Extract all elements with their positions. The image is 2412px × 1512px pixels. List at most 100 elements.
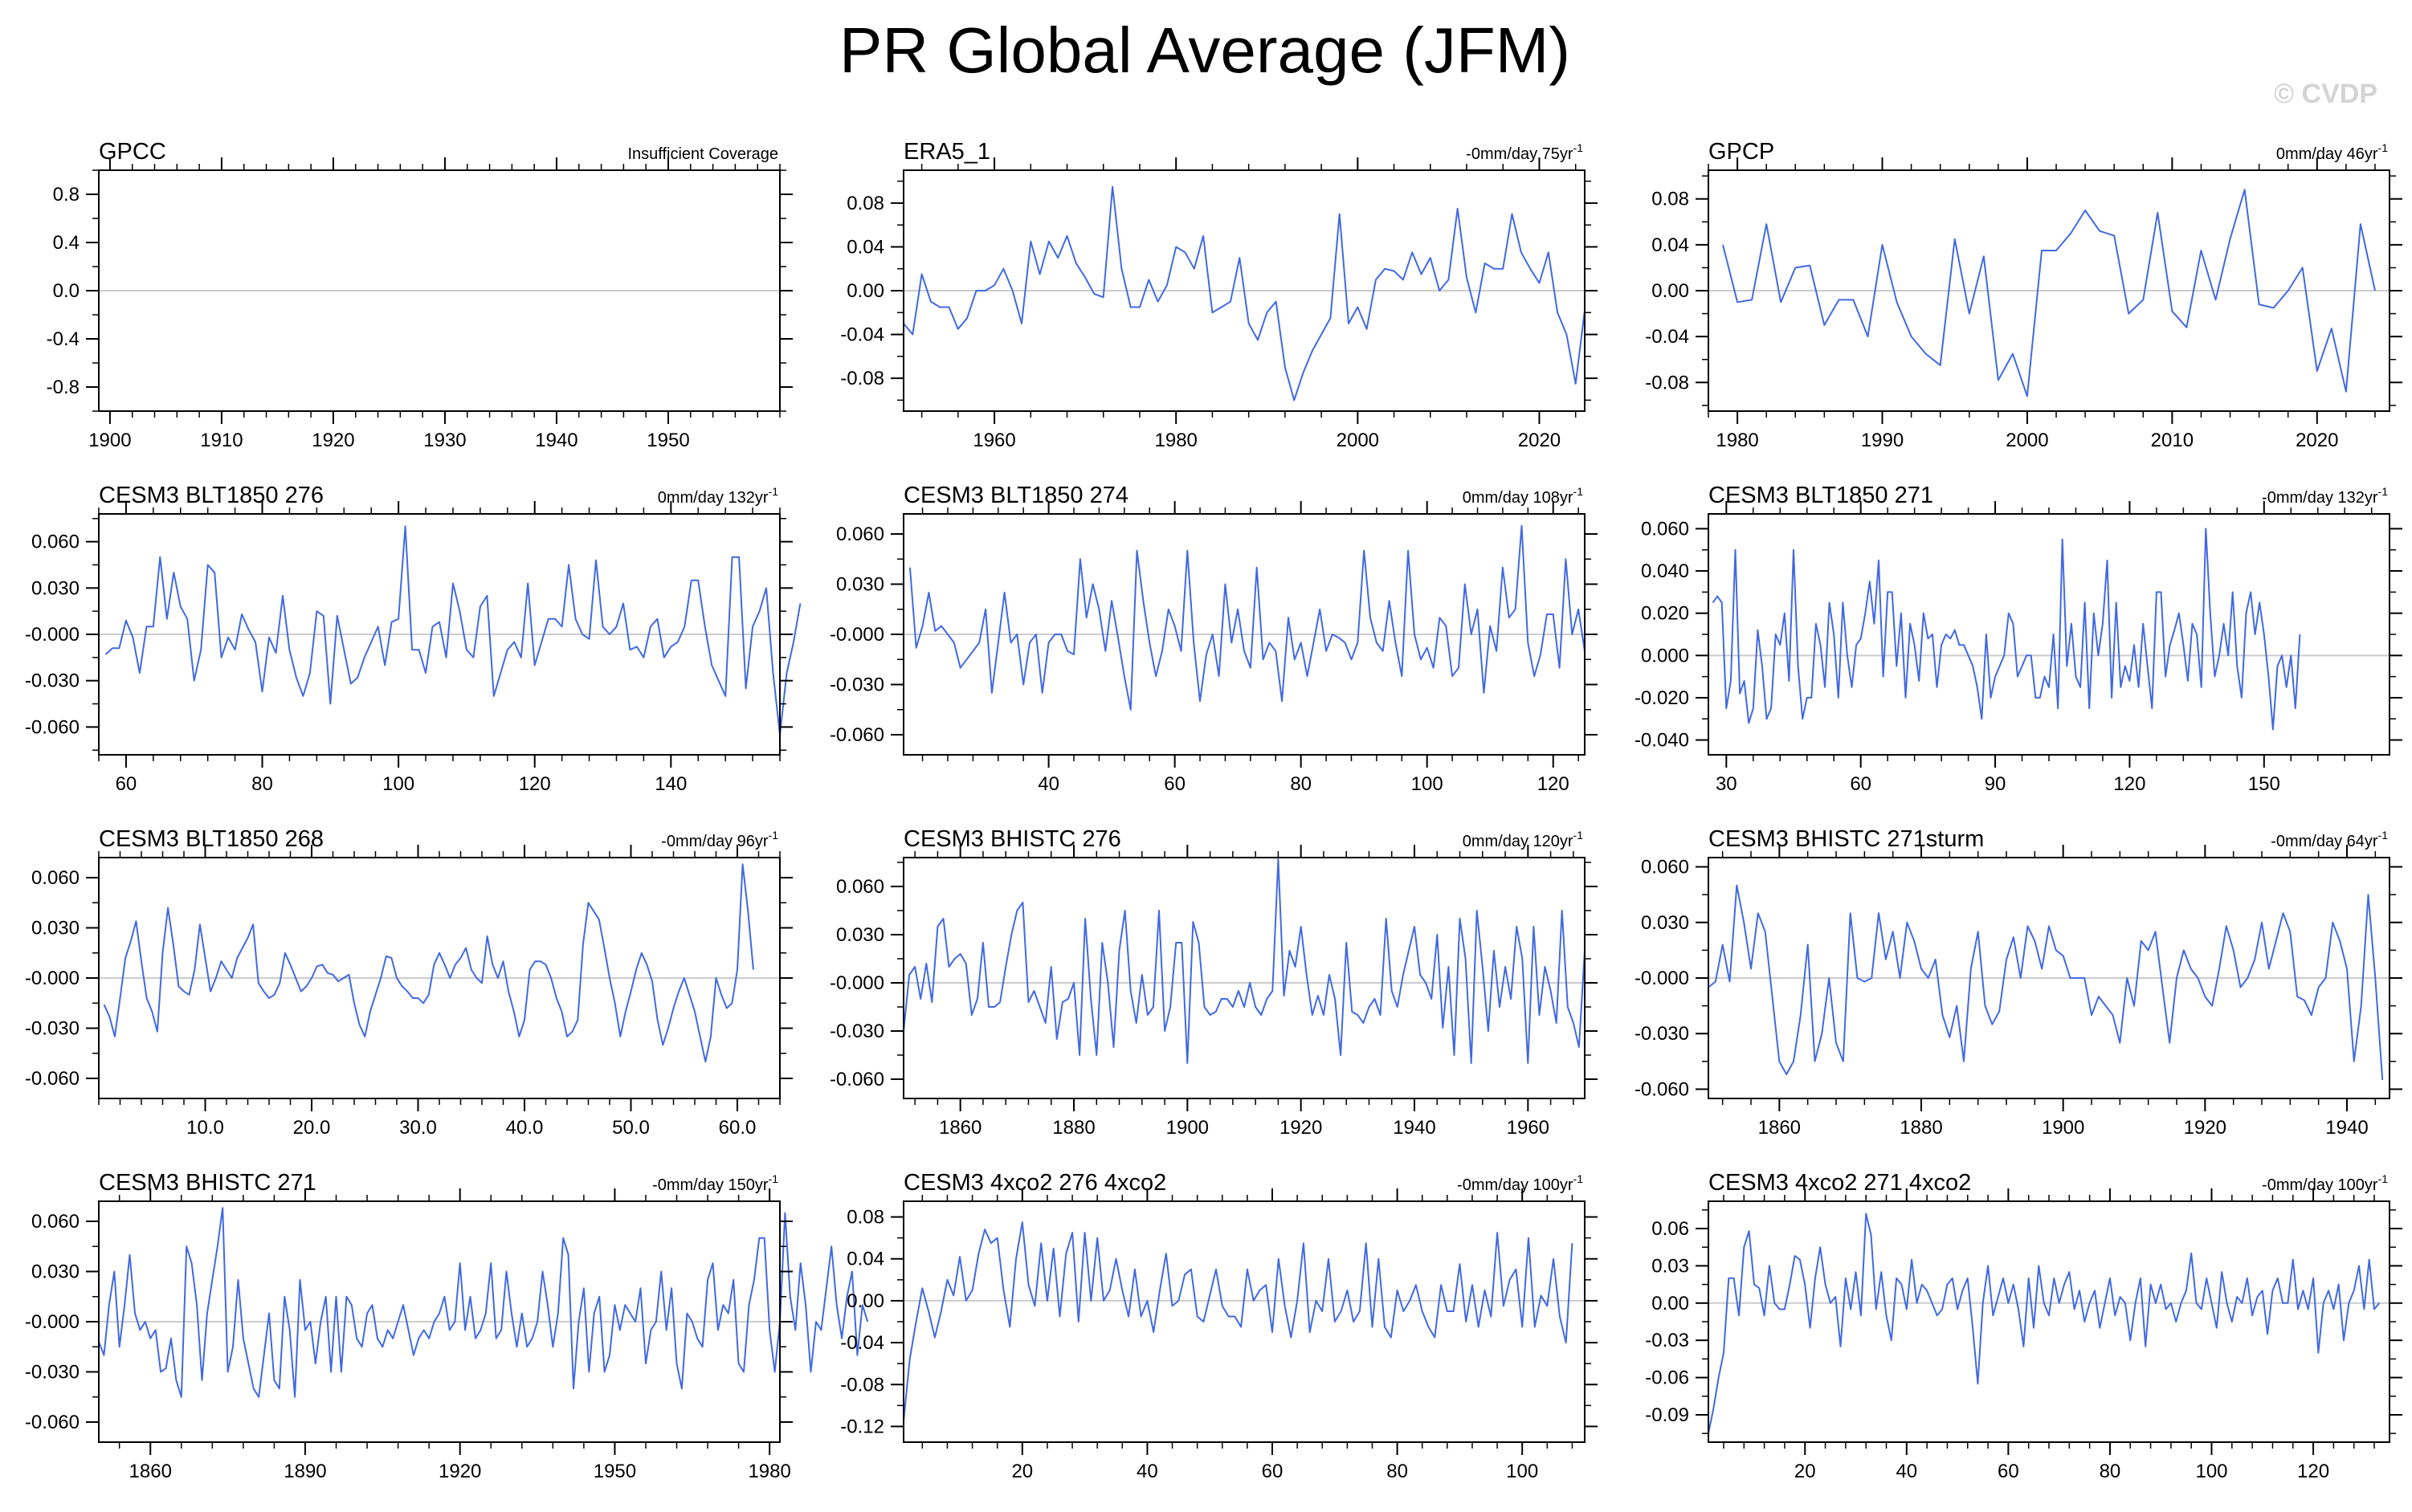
x-tick-label: 2000 [2006,430,2048,451]
y-tick-label: -0.08 [840,368,884,389]
x-tick-label: 20 [1794,1461,1816,1482]
y-tick-label: 0.00 [1651,1293,1689,1314]
x-tick-label: 30 [1716,773,1737,795]
x-tick-label: 1910 [200,430,243,451]
x-tick-label: 1950 [647,430,689,451]
panel-title: GPCP [1708,139,1774,165]
panel-grid: GPCC Insufficient Coverage 1900 1910 1920 193… [25,139,2402,1482]
y-tick-label: 0.08 [1651,189,1689,210]
chart-panel-6: CESM3 BLT1850 271 -0mm/day 132yr-1 30 60 90 1… [1635,483,2402,795]
x-tick-label: 1860 [129,1461,172,1482]
y-tick-label: 0.4 [53,232,80,254]
panel-title: CESM3 4xco2 271 4xco2 [1708,1170,1971,1196]
x-tick-label: 120 [2113,773,2145,795]
panel-trend-label: -0mm/day 75yr-1 [1466,141,1583,163]
y-tick-label: 0.08 [847,193,884,214]
x-tick-label: 1940 [1393,1117,1435,1139]
x-tick-label: 100 [1506,1461,1538,1482]
panel-trend-label: -0mm/day 132yr-1 [2262,485,2388,507]
x-tick-label: 60.0 [719,1117,757,1139]
trend-superscript: -1 [1573,1172,1584,1185]
chart-panel-9: CESM3 BHISTC 271sturm -0mm/day 64yr-1 1860… [1635,826,2402,1139]
y-tick-label: -0.030 [830,674,884,696]
panel-trend-label: 0mm/day 108yr-1 [1463,485,1584,507]
panel-trend-label: 0mm/day 46yr-1 [2276,141,2388,163]
y-tick-label: 0.08 [847,1207,884,1229]
x-tick-label: 120 [519,773,551,795]
y-tick-label: 0.00 [847,1290,884,1312]
y-tick-label: 0.060 [836,876,884,898]
y-tick-label: 0.040 [1641,560,1689,582]
panel-trend-label: 0mm/day 132yr-1 [658,485,779,507]
y-tick-label: -0.060 [25,716,80,738]
y-tick-label: -0.04 [1645,326,1689,348]
chart-panel-12: CESM3 4xco2 271 4xco2 -0mm/day 100yr-1 20 4… [1645,1170,2402,1482]
trend-superscript: -1 [2378,485,2389,498]
x-tick-label: 1860 [939,1117,982,1139]
chart-panel-1: GPCC Insufficient Coverage 1900 1910 1920 193… [47,139,793,451]
x-tick-label: 1900 [88,430,131,451]
y-tick-label: -0.000 [830,624,884,646]
x-tick-label: 1920 [2184,1117,2226,1139]
panel-title: CESM3 BHISTC 271 [99,1170,316,1196]
series-line [1712,528,2301,731]
y-tick-label: -0.030 [25,670,80,692]
x-tick-label: 40 [1896,1461,1917,1482]
y-tick-label: 0.03 [1651,1255,1689,1277]
chart-panel-11: CESM3 4xco2 276 4xco2 -0mm/day 100yr-1 20 4… [840,1170,1598,1482]
panel-title: CESM3 BHISTC 276 [904,826,1121,852]
y-tick-label: -0.030 [25,1362,80,1384]
y-tick-label: 0.000 [1641,645,1689,666]
trend-superscript: -1 [769,485,779,498]
x-tick-label: 1980 [1155,430,1198,451]
panel-title: CESM3 BLT1850 276 [99,483,324,508]
panel-trend-label: -0mm/day 96yr-1 [661,829,778,850]
y-tick-label: 0.030 [31,577,80,599]
trend-superscript: -1 [2378,141,2389,154]
x-tick-label: 80 [2100,1461,2121,1482]
y-tick-label: 0.030 [836,574,884,596]
x-tick-label: 1920 [439,1461,481,1482]
y-tick-label: -0.030 [830,1021,884,1042]
y-tick-label: -0.4 [47,328,80,350]
x-tick-label: 1920 [1279,1117,1322,1139]
x-tick-label: 60 [116,773,137,795]
x-tick-label: 20.0 [293,1117,331,1139]
y-tick-label: -0.060 [25,1068,80,1090]
y-tick-label: 0.00 [847,280,884,302]
x-tick-label: 40 [1038,773,1059,795]
chart-panel-2: ERA5_1 -0mm/day 75yr-1 1960 1980 2000 2020 0.0… [840,139,1598,451]
y-tick-label: 0.030 [836,924,884,946]
panel-title: CESM3 BHISTC 271sturm [1708,826,1984,852]
y-tick-label: 0.04 [847,236,884,258]
x-tick-label: 30.0 [399,1117,437,1139]
x-tick-label: 1980 [748,1461,790,1482]
x-tick-label: 1880 [1052,1117,1095,1139]
x-tick-label: 1900 [2042,1117,2084,1139]
y-tick-label: -0.000 [25,968,80,989]
x-tick-label: 10.0 [186,1117,224,1139]
y-tick-label: -0.09 [1645,1404,1689,1426]
x-tick-label: 2020 [1518,430,1561,451]
x-tick-label: 1900 [1166,1117,1209,1139]
series-line [903,1221,1573,1421]
chart-panel-3: GPCP 0mm/day 46yr-1 1980 1990 2000 2010 2020 0.… [1645,139,2402,451]
chart-panel-10: CESM3 BHISTC 271 -0mm/day 150yr-1 1860 1890… [25,1170,869,1482]
y-tick-label: -0.060 [830,1069,884,1090]
panel-title: GPCC [99,139,166,165]
x-tick-label: 1860 [1758,1117,1801,1139]
y-tick-label: -0.020 [1635,687,1689,709]
panel-trend-label: Insufficient Coverage [627,145,778,163]
y-tick-label: 0.04 [1651,234,1689,256]
y-tick-label: 0.06 [1651,1218,1689,1240]
y-tick-label: -0.03 [1645,1330,1689,1351]
panel-trend-label: -0mm/day 100yr-1 [2262,1172,2388,1194]
y-tick-label: 0.060 [1641,518,1689,540]
y-tick-label: -0.000 [25,1311,80,1333]
y-tick-label: 0.04 [847,1249,884,1270]
x-tick-label: 120 [1537,773,1569,795]
y-tick-label: 0.8 [53,184,80,206]
panel-title: ERA5_1 [904,139,990,165]
x-tick-label: 120 [2297,1461,2329,1482]
